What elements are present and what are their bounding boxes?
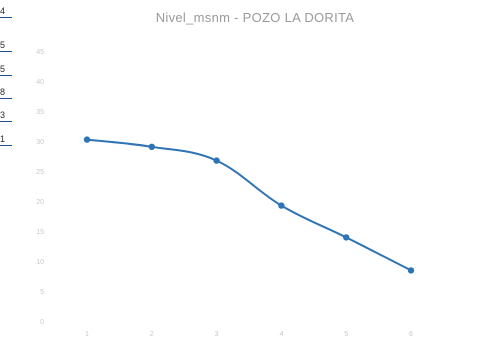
y-tick-label: 5: [40, 289, 44, 296]
y-axis-ticks: 45 40 35 30 25 20 15 10 5 0: [36, 49, 44, 326]
y-tick-label: 30: [36, 139, 44, 146]
data-point: [278, 202, 285, 209]
y-tick-label: 40: [36, 79, 44, 86]
y-tick-label: 45: [36, 49, 44, 56]
y-tick-label: 10: [36, 259, 44, 266]
x-tick-label: 4: [279, 331, 283, 338]
spreadsheet-cell[interactable]: 1: [0, 134, 12, 146]
y-tick-label: 35: [36, 109, 44, 116]
data-point: [213, 157, 220, 164]
x-tick-label: 3: [215, 331, 219, 338]
spreadsheet-edge: 4 5 5 8 3 1: [0, 0, 14, 160]
y-tick-label: 25: [36, 169, 44, 176]
spreadsheet-cell[interactable]: 4: [0, 6, 12, 18]
y-tick-label: 15: [36, 229, 44, 236]
data-point: [343, 234, 350, 241]
spreadsheet-cell[interactable]: 8: [0, 87, 12, 99]
data-point: [148, 143, 155, 150]
data-point: [83, 136, 91, 143]
spreadsheet-cell[interactable]: 5: [0, 40, 12, 52]
y-tick-label: 0: [40, 319, 44, 326]
y-tick-label: 20: [36, 199, 44, 206]
x-tick-label: 5: [344, 331, 348, 338]
chart-title: Nivel_msnm - POZO LA DORITA: [155, 10, 355, 25]
spreadsheet-cell[interactable]: 3: [0, 110, 12, 122]
data-points: [83, 136, 415, 274]
x-tick-label: 2: [150, 331, 154, 338]
spreadsheet-cell[interactable]: 5: [0, 64, 12, 76]
series-line: [86, 138, 412, 272]
x-tick-label: 6: [409, 331, 413, 338]
data-point: [407, 267, 415, 274]
x-axis-ticks: 1 2 3 4 5 6: [85, 331, 413, 338]
x-tick-label: 1: [85, 331, 89, 338]
